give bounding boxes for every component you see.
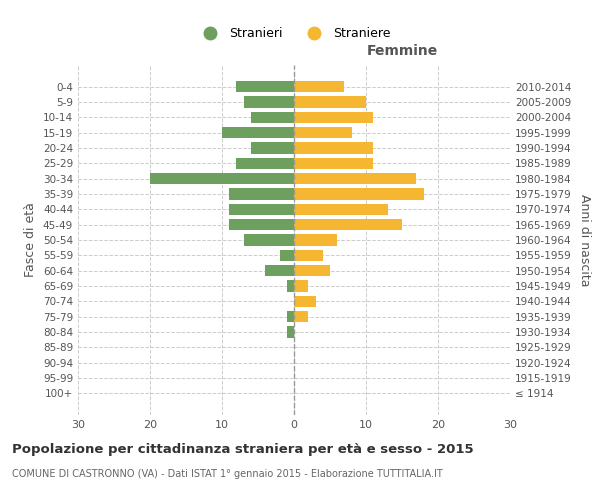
Y-axis label: Fasce di età: Fasce di età (25, 202, 37, 278)
Bar (150, 173, 294, 184)
Bar (287, 311, 294, 322)
Bar (280, 250, 294, 261)
Bar (294, 265, 330, 276)
Bar (294, 311, 308, 322)
Bar (229, 188, 294, 200)
Bar (294, 158, 373, 169)
Bar (294, 204, 388, 215)
Bar (265, 265, 294, 276)
Bar (236, 81, 294, 92)
Bar (294, 142, 373, 154)
Bar (251, 112, 294, 123)
Text: Popolazione per cittadinanza straniera per età e sesso - 2015: Popolazione per cittadinanza straniera p… (12, 442, 473, 456)
Bar (244, 96, 294, 108)
Bar (251, 142, 294, 154)
Bar (294, 234, 337, 246)
Bar (294, 112, 373, 123)
Text: COMUNE DI CASTRONNO (VA) - Dati ISTAT 1° gennaio 2015 - Elaborazione TUTTITALIA.: COMUNE DI CASTRONNO (VA) - Dati ISTAT 1°… (12, 469, 443, 479)
Bar (294, 250, 323, 261)
Bar (294, 280, 308, 292)
Legend: Stranieri, Straniere: Stranieri, Straniere (193, 22, 395, 45)
Bar (294, 188, 424, 200)
Bar (287, 326, 294, 338)
Bar (244, 234, 294, 246)
Bar (236, 158, 294, 169)
Bar (294, 96, 366, 108)
Text: Femmine: Femmine (367, 44, 437, 58)
Bar (222, 127, 294, 138)
Bar (229, 219, 294, 230)
Bar (294, 219, 402, 230)
Y-axis label: Anni di nascita: Anni di nascita (578, 194, 591, 286)
Bar (294, 127, 352, 138)
Bar (287, 280, 294, 292)
Bar (294, 173, 416, 184)
Bar (294, 81, 344, 92)
Bar (229, 204, 294, 215)
Bar (294, 296, 316, 307)
